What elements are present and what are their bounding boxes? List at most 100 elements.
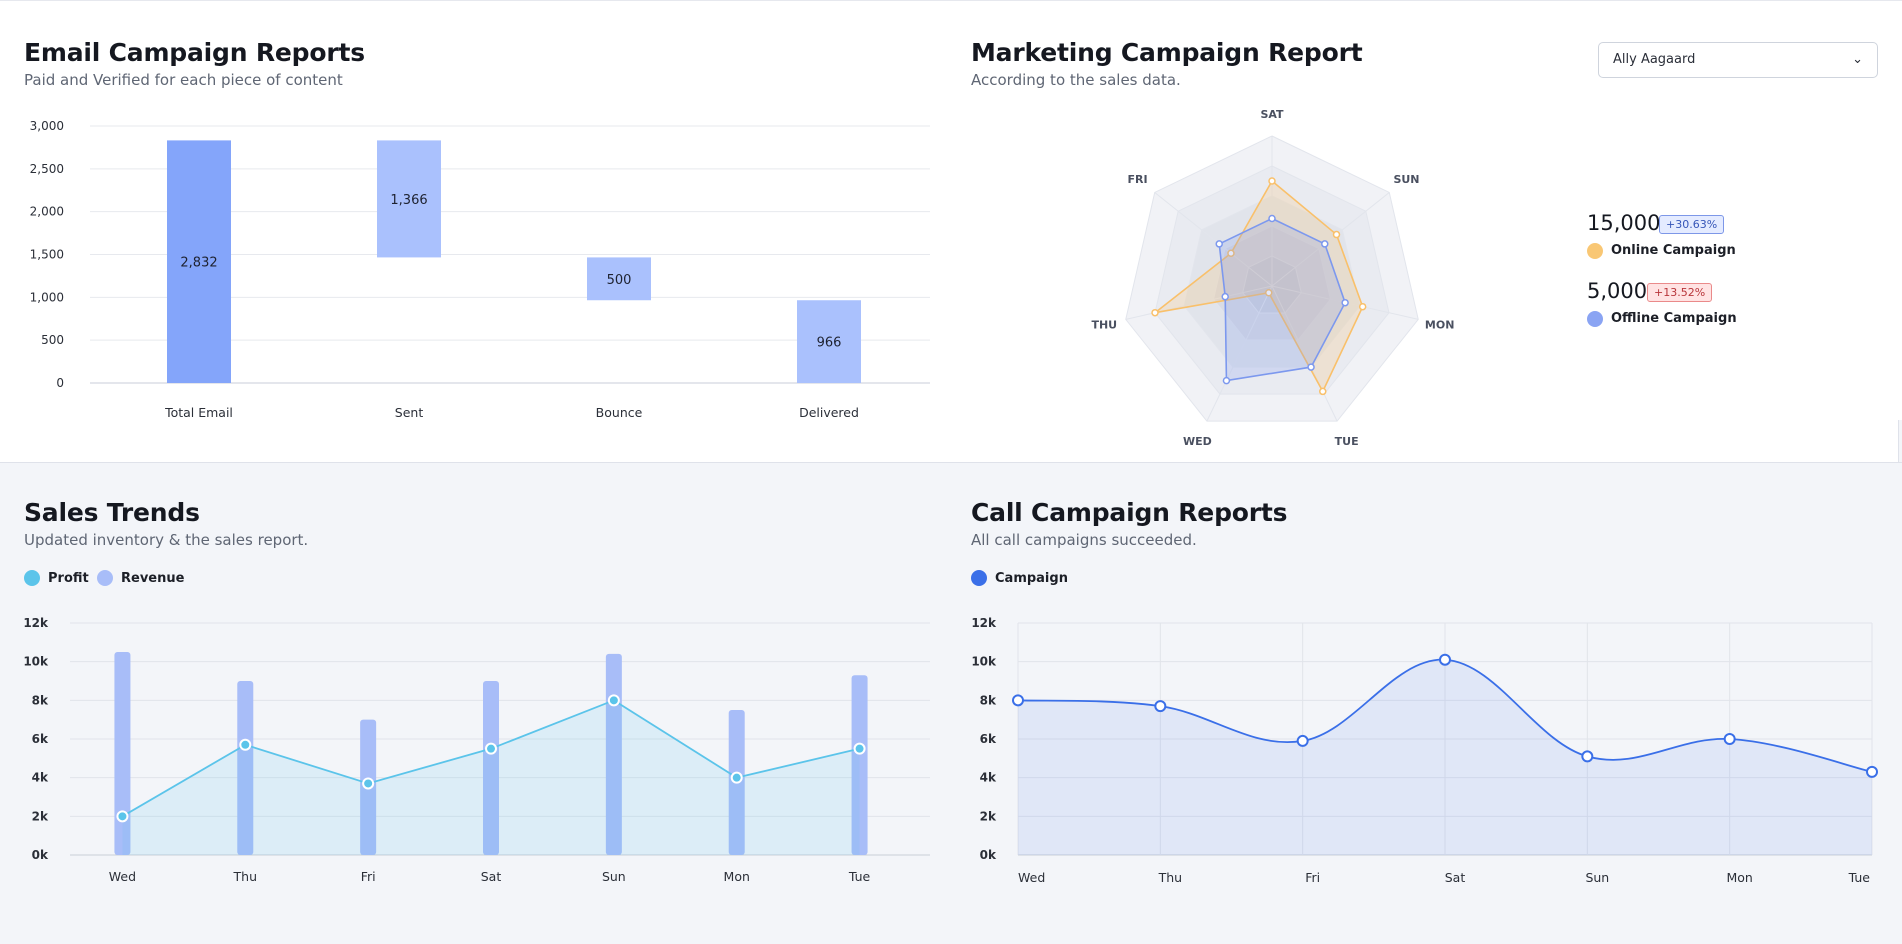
sales-trends-subtitle: Updated inventory & the sales report. [24,531,309,549]
sales-legend-profit[interactable]: Profit [24,570,89,586]
call-ytick-label: 6k [980,732,997,746]
radar-point-online-campaign [1332,230,1341,239]
sales-xtick-label: Tue [848,869,871,884]
email-ytick-label: 0 [56,376,64,390]
radar-point-online-campaign [1268,177,1276,185]
radar-point-online-campaign [1264,289,1273,297]
email-ytick-label: 500 [41,333,64,347]
email-bar-value-label: 1,366 [390,193,427,208]
email-bar-bounce [587,257,651,301]
call-xtick-label: Sat [1445,870,1466,885]
call-xtick-label: Wed [1018,870,1045,885]
email-ytick-label: 2,000 [30,205,64,219]
call-ytick-label: 4k [980,771,997,785]
sales-xtick-label: Fri [361,869,376,884]
sales-ytick-label: 12k [23,616,49,630]
revenue-legend-dot [97,570,113,586]
radar-spoke [1125,285,1273,320]
revenue-bar-wed [114,652,131,855]
sales-xtick-label: Sun [602,869,626,884]
radar-spoke [1154,192,1273,287]
call-ytick-label: 2k [980,809,997,823]
call-campaign-chart: 0k 2k 4k 6k 8k 10k 12k Wed Thu Fri Sat Sun Mon Tue [971,616,1878,885]
offline-campaign-value: 5,000 [1587,279,1648,303]
campaign-point-mon [1723,733,1736,745]
email-ytick-label: 1,500 [30,248,64,262]
campaign-legend-label: Campaign [995,570,1068,586]
online-campaign-dot [1587,243,1603,259]
call-ytick-label: 12k [971,616,997,630]
radar-axis-label-mon: MON [1425,318,1455,331]
online-campaign-badge: +30.63% [1659,215,1725,234]
offline-campaign-label: Offline Campaign [1611,311,1737,326]
top-border [0,0,1902,1]
online-campaign-label: Online Campaign [1611,243,1736,258]
radar-series-offline-campaign [1218,217,1346,382]
email-xtick-label: Bounce [596,405,643,420]
email-bar-value-label: 500 [607,273,632,288]
sales-ytick-label: 10k [23,655,49,669]
sales-xtick-label: Thu [233,869,257,884]
radar-point-offline-campaign [1341,298,1349,307]
call-xtick-label: Thu [1158,870,1182,885]
campaign-point-wed [1012,694,1024,707]
campaign-point-tue [1866,765,1878,778]
email-waterfall-chart: 0 500 1,000 1,500 2,000 2,500 3,000 2,832 Total … [30,119,930,420]
call-ytick-label: 0k [980,848,997,862]
revenue-bar-tue [851,675,868,855]
radar-axis-label-sun: SUN [1393,173,1419,186]
call-xtick-label: Tue [1848,870,1871,885]
campaign-point-thu [1154,700,1167,713]
scroll-edge [1898,420,1902,462]
sales-ytick-label: 2k [32,809,49,823]
radar-axis-label-thu: THU [1091,318,1117,331]
offline-campaign-badge: +13.52% [1647,283,1713,302]
radar-spoke [1206,285,1273,422]
campaign-legend-dot [971,570,987,586]
email-campaign-panel: Email Campaign Reports Paid and Verified… [0,1,950,462]
call-xtick-label: Fri [1305,870,1320,885]
radar-series-online-campaign [1154,179,1364,394]
radar-point-offline-campaign [1321,240,1329,248]
call-xtick-label: Mon [1726,870,1752,885]
call-campaign-panel: Call Campaign Reports All call campaigns… [950,463,1902,944]
radar-point-online-campaign [1151,308,1159,317]
radar-point-offline-campaign [1215,240,1223,248]
revenue-bar-sat [483,681,499,855]
profit-point-fri [362,777,375,790]
call-ytick-label: 8k [980,693,997,707]
sales-legend-revenue[interactable]: Revenue [97,570,184,586]
radar-point-online-campaign [1358,302,1367,311]
sales-ytick-label: 6k [32,732,49,746]
sales-xtick-label: Mon [724,869,750,884]
email-report-subtitle: Paid and Verified for each piece of cont… [24,71,343,89]
call-report-subtitle: All call campaigns succeeded. [971,531,1197,549]
sales-trends-title: Sales Trends [24,498,200,527]
section-divider [0,462,1902,463]
radar-spoke [1271,285,1338,422]
marketing-report-title: Marketing Campaign Report [971,38,1363,67]
email-xtick-label: Delivered [799,405,859,420]
radar-spoke [1271,192,1390,287]
sales-trends-panel: Sales Trends Updated inventory & the sal… [0,463,950,944]
radar-axis-label-tue: TUE [1335,435,1359,448]
email-xtick-label: Total Email [164,405,233,420]
offline-campaign-dot [1587,311,1603,327]
profit-point-sun [607,694,620,707]
user-select-dropdown[interactable]: Ally Aagaard ⌄ [1598,42,1878,78]
online-campaign-value: 15,000 [1587,211,1661,235]
marketing-radar-chart: SAT SUN MON TUE WED THU FRI [1091,108,1455,448]
sales-ytick-label: 8k [32,693,49,707]
revenue-legend-label: Revenue [121,570,185,586]
email-xtick-label: Sent [395,405,424,420]
email-bar-total-email [167,140,231,383]
call-xtick-label: Sun [1585,870,1609,885]
profit-point-tue [853,742,866,755]
profit-point-thu [239,738,252,751]
campaign-point-fri [1296,734,1309,747]
radar-point-offline-campaign [1307,363,1315,371]
campaign-point-sun [1581,750,1594,763]
call-legend-campaign[interactable]: Campaign [971,570,1068,586]
marketing-report-subtitle: According to the sales data. [971,71,1181,89]
radar-axis-label-sat: SAT [1260,108,1284,121]
